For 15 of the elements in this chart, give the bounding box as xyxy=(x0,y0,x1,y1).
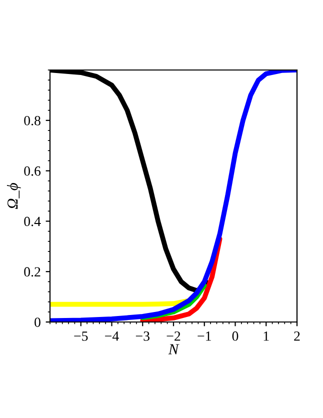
y-tick-label: 0.2 xyxy=(24,267,40,277)
y-tick-label: 0.6 xyxy=(24,166,41,176)
x-tick-label: 0 xyxy=(232,331,238,341)
y-tick-label: 0 xyxy=(34,318,40,327)
x-tick-label: 2 xyxy=(294,331,300,341)
y-tick-label: 0.8 xyxy=(24,116,40,126)
x-tick-label: −1 xyxy=(198,331,211,341)
x-tick-label: −3 xyxy=(136,331,150,341)
x-tick-label: 1 xyxy=(264,331,269,341)
y-tick-label: 0.4 xyxy=(24,216,41,226)
x-tick-label: −2 xyxy=(166,331,180,341)
x-axis-title: N xyxy=(168,344,180,354)
y-axis-title: Ω_ϕ xyxy=(6,183,21,209)
x-tick-label: −4 xyxy=(105,332,119,341)
x-tick-label: −5 xyxy=(74,332,88,341)
